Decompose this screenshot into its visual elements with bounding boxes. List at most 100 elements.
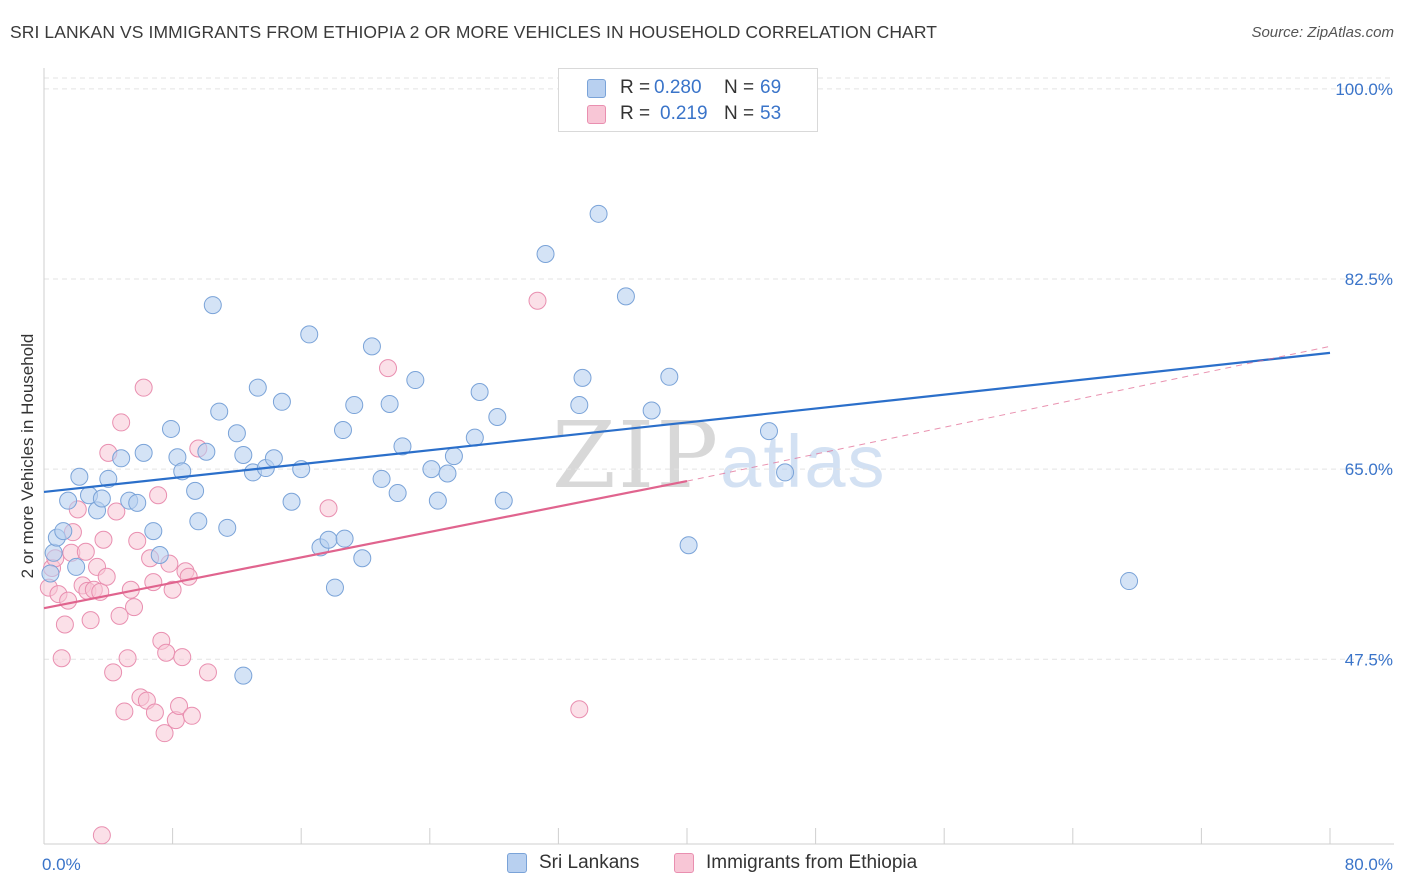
ethiopia-point (118, 649, 137, 668)
srilankan-point (41, 564, 60, 583)
srilankan-point (494, 491, 513, 510)
srilankan-point (248, 378, 267, 397)
srilankan-point (428, 491, 447, 510)
legend-r-label: R = (620, 77, 651, 98)
srilankan-point (536, 245, 555, 264)
ethiopia-point (170, 697, 189, 716)
ethiopia-point (198, 663, 217, 682)
ethiopia-point (134, 378, 153, 397)
legend-row-ethiopia: R = 0.219 N = 53 (587, 102, 781, 126)
legend-n-value: 69 (760, 77, 782, 98)
ethiopia-point (55, 615, 74, 634)
srilankan-point (406, 371, 425, 390)
ethiopia-point (182, 706, 201, 725)
ethiopia-point (157, 643, 176, 662)
srilankan-point (345, 396, 364, 415)
srilankan-point (234, 666, 253, 685)
ethiopia-trend-extension (686, 345, 1331, 482)
srilankan-point (99, 469, 118, 488)
srilankan-point (59, 491, 78, 510)
watermark-atlas: atlas (720, 420, 887, 503)
y-axis-label: 2 or more Vehicles in Household (18, 333, 37, 579)
srilankan-point (227, 424, 246, 443)
srilankan-point (422, 460, 441, 479)
ethiopia-point (128, 531, 147, 550)
srilankan-point (573, 368, 592, 387)
srilankan-point (189, 512, 208, 531)
legend-r-value: 0.219 (660, 103, 708, 124)
ethiopia-points (39, 291, 589, 845)
srilankan-point (388, 484, 407, 503)
legend-r-label: R = (620, 103, 651, 124)
srilankan-point (218, 518, 237, 537)
srilankan-point (128, 493, 147, 512)
ethiopia-point (379, 359, 398, 378)
ethiopia-point (76, 542, 95, 561)
chart-title: SRI LANKAN VS IMMIGRANTS FROM ETHIOPIA 2… (10, 22, 938, 42)
series-legend: Sri Lankans Immigrants from Ethiopia (0, 852, 1406, 876)
srilankan-point (44, 543, 63, 562)
srilankan-point (362, 337, 381, 356)
srilankan-point (210, 402, 229, 421)
y-tick-label: 100.0% (1335, 80, 1393, 99)
ethiopia-point (179, 567, 198, 586)
srilankan-point (353, 549, 372, 568)
srilankan-point (333, 421, 352, 440)
axes (43, 68, 1394, 845)
srilankan-point (319, 530, 338, 549)
srilankan-point (393, 437, 412, 456)
srilankan-point (282, 492, 301, 511)
legend-label-ethiopia: Immigrants from Ethiopia (706, 852, 918, 873)
srilankan-trend-line (43, 351, 1331, 494)
srilankan-point (197, 442, 216, 461)
legend-n-value: 53 (760, 103, 782, 124)
ethiopia-point (59, 591, 78, 610)
legend-swatch-pink (674, 853, 694, 873)
ethiopia-point (145, 703, 164, 722)
ethiopia-point (155, 724, 174, 743)
ethiopia-point (94, 530, 113, 549)
ethiopia-point (125, 598, 144, 617)
srilankan-point (776, 463, 795, 482)
ethiopia-point (92, 826, 111, 845)
srilankan-point (660, 367, 679, 386)
ethiopia-point (52, 649, 71, 668)
ethiopia-point (112, 413, 131, 432)
ethiopia-point (163, 580, 182, 599)
ethiopia-trend-line (43, 480, 688, 610)
ethiopia-point (115, 702, 134, 721)
srilankan-point (438, 464, 457, 483)
srilankan-point (161, 419, 180, 438)
source-label: Source: ZipAtlas.com (1251, 24, 1394, 41)
srilankan-point (380, 394, 399, 413)
srilankan-point (300, 325, 319, 344)
srilankan-point (186, 481, 205, 500)
ethiopia-point (104, 663, 123, 682)
srilankan-point (70, 467, 89, 486)
srilankan-point (144, 522, 163, 541)
legend-item-srilankans: Sri Lankans (507, 852, 639, 874)
stats-legend: R = 0.280 N = 69 R = 0.219 N = 53 (558, 68, 818, 132)
srilankan-point (54, 522, 73, 541)
srilankan-point (92, 489, 111, 508)
y-tick-label: 65.0% (1345, 460, 1393, 479)
ethiopia-point (81, 611, 100, 630)
legend-swatch-pink (587, 104, 606, 124)
srilankan-point (134, 443, 153, 462)
ethiopia-point (173, 648, 192, 667)
srilankan-point (234, 446, 253, 465)
srilankan-point (150, 545, 169, 564)
srilankan-point (67, 557, 86, 576)
srilankan-point (642, 401, 661, 420)
srilankan-point (264, 449, 283, 468)
trend-lines (43, 345, 1331, 610)
srilankan-point (272, 392, 291, 411)
ethiopia-point (570, 700, 589, 719)
ethiopia-point (97, 567, 116, 586)
srilankan-point (470, 383, 489, 402)
tick-labels: 47.5% 65.0% 82.5% 100.0% 0.0% 80.0% (42, 80, 1393, 874)
srilankan-point (488, 407, 507, 426)
legend-n-label: N = (724, 103, 755, 124)
ethiopia-point (110, 606, 129, 625)
